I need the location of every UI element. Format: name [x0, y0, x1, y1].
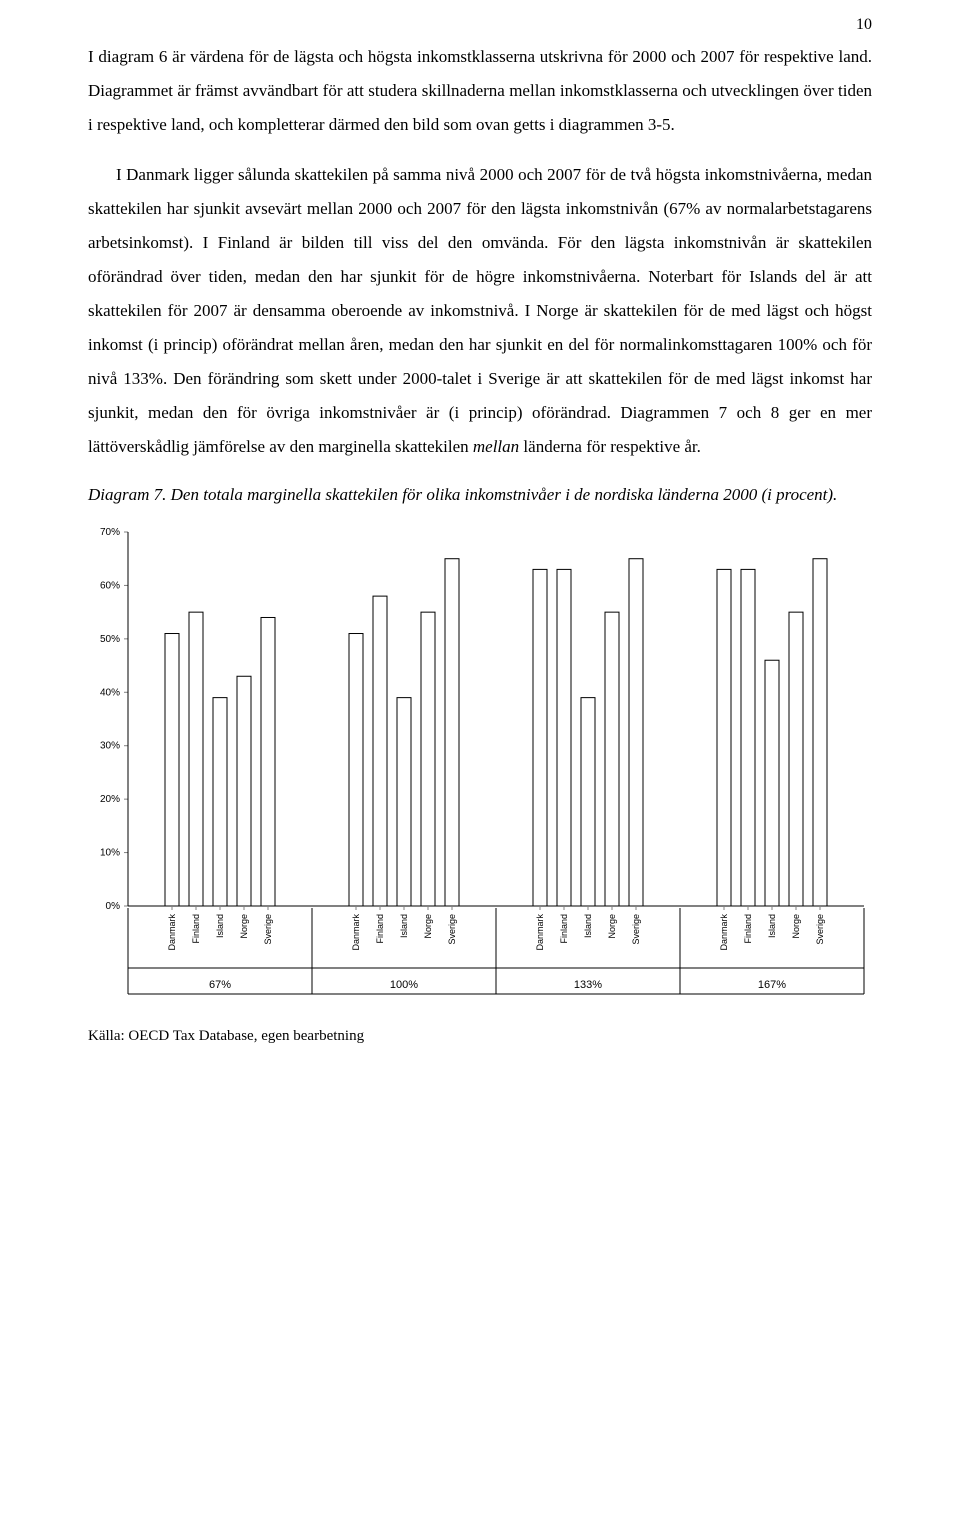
source-note: Källa: OECD Tax Database, egen bearbetni… — [88, 1028, 872, 1045]
svg-text:20%: 20% — [100, 794, 120, 805]
page: 10 I diagram 6 är värdena för de lägsta … — [0, 0, 960, 1069]
svg-text:30%: 30% — [100, 740, 120, 751]
svg-text:Sverige: Sverige — [815, 914, 825, 945]
svg-text:100%: 100% — [390, 979, 418, 991]
svg-text:Finland: Finland — [743, 914, 753, 944]
chart: 0% 10% 20% 30% 40% 50% 60% 70% Danmark Finland Isl… — [88, 526, 872, 1006]
svg-text:Island: Island — [399, 914, 409, 938]
svg-text:Danmark: Danmark — [719, 913, 729, 950]
svg-text:40%: 40% — [100, 687, 120, 698]
svg-text:Finland: Finland — [559, 914, 569, 944]
svg-text:Sverige: Sverige — [631, 914, 641, 945]
svg-text:Norge: Norge — [239, 914, 249, 939]
paragraph-2: I Danmark ligger sålunda skattekilen på … — [88, 158, 872, 464]
svg-text:Island: Island — [767, 914, 777, 938]
svg-text:60%: 60% — [100, 580, 120, 591]
chart-svg: 0% 10% 20% 30% 40% 50% 60% 70% Danmark Finland Isl… — [88, 526, 872, 1006]
svg-text:Danmark: Danmark — [351, 913, 361, 950]
paragraph-2-after: länderna för respektive år. — [519, 437, 701, 456]
svg-text:10%: 10% — [100, 847, 120, 858]
paragraph-2-em: mellan — [473, 437, 519, 456]
svg-text:Island: Island — [583, 914, 593, 938]
svg-text:Finland: Finland — [375, 914, 385, 944]
svg-text:Norge: Norge — [791, 914, 801, 939]
svg-text:Island: Island — [215, 914, 225, 938]
svg-text:50%: 50% — [100, 633, 120, 644]
paragraph-1: I diagram 6 är värdena för de lägsta och… — [88, 40, 872, 142]
chart-caption: Diagram 7. Den totala marginella skattek… — [88, 482, 872, 508]
svg-text:133%: 133% — [574, 979, 602, 991]
page-number: 10 — [856, 16, 872, 34]
svg-text:Norge: Norge — [607, 914, 617, 939]
svg-text:Sverige: Sverige — [263, 914, 273, 945]
svg-text:70%: 70% — [100, 527, 120, 538]
svg-text:67%: 67% — [209, 979, 231, 991]
svg-text:Finland: Finland — [191, 914, 201, 944]
svg-text:0%: 0% — [106, 901, 121, 912]
svg-text:Sverige: Sverige — [447, 914, 457, 945]
svg-text:Danmark: Danmark — [535, 913, 545, 950]
svg-text:Norge: Norge — [423, 914, 433, 939]
svg-text:Danmark: Danmark — [167, 913, 177, 950]
svg-text:167%: 167% — [758, 979, 786, 991]
paragraph-2-before: I Danmark ligger sålunda skattekilen på … — [88, 165, 872, 456]
